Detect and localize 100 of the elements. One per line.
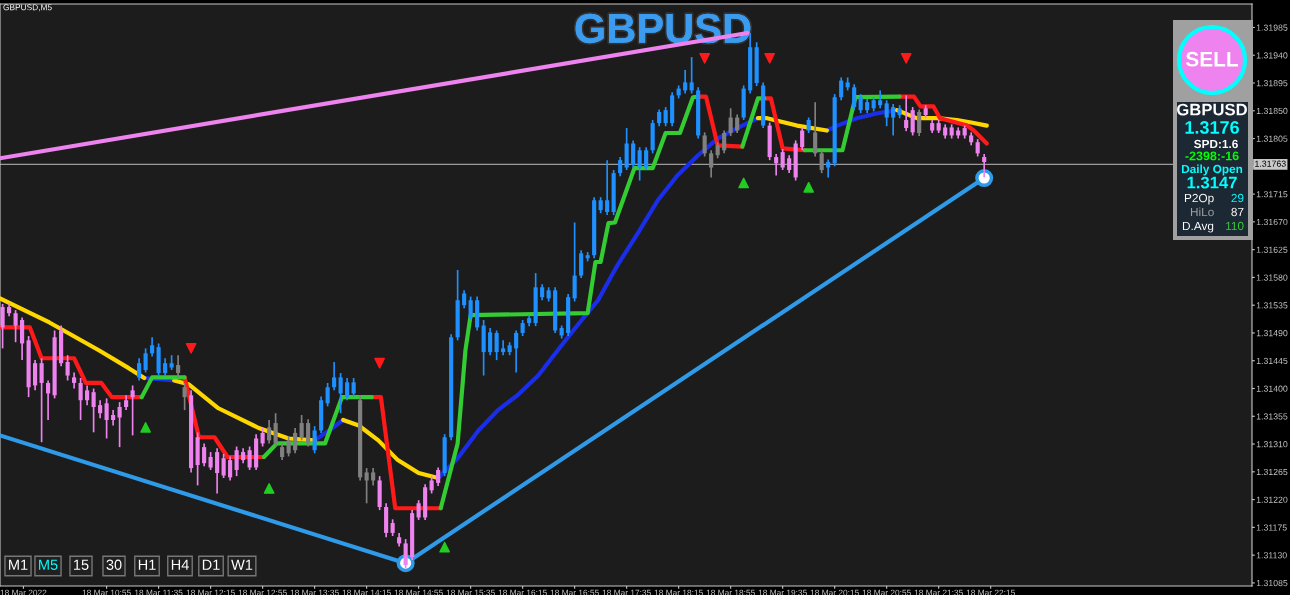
candlestick [345, 377, 350, 402]
candlestick [46, 379, 51, 421]
y-tick-label: 1.31175 [1256, 524, 1287, 531]
annotation: 15 [74, 559, 89, 570]
x-tick-label: 18 Mar 18:15 [654, 589, 703, 595]
candlestick [884, 99, 889, 128]
y-tick-label: 1.31085 [1256, 579, 1288, 587]
candlestick [819, 149, 824, 174]
y-tick-label: 1.31940 [1256, 52, 1288, 59]
x-tick-label: 18 Mar 16:15 [498, 589, 547, 595]
x-tick-label: 18 Mar 12:15 [186, 589, 235, 595]
x-tick-label: 18 Mar 2022 [0, 589, 47, 595]
candlestick [221, 453, 226, 479]
y-tick-label: 1.31220 [1256, 496, 1288, 503]
candlestick [637, 146, 642, 182]
annotation: M5 [39, 559, 58, 570]
candlestick [267, 419, 272, 445]
point [975, 169, 994, 188]
point [263, 483, 275, 494]
candlestick [143, 347, 148, 374]
candlestick [910, 106, 915, 137]
annotation: 1.3147 [1187, 176, 1237, 189]
x-tick-label: 18 Mar 17:35 [602, 589, 651, 595]
annotation: HiLo [1190, 207, 1214, 217]
x-tick-label: 18 Mar 10:55 [82, 589, 131, 595]
candlestick [273, 412, 278, 448]
annotation: D.Avg [1182, 221, 1214, 233]
candlestick [182, 382, 187, 411]
candlestick [904, 94, 909, 132]
candlestick [631, 139, 636, 170]
candlestick [683, 69, 688, 95]
y-tick-label: 1.31670 [1256, 218, 1288, 226]
candlestick [13, 309, 18, 344]
candlestick [468, 295, 473, 321]
candlestick [774, 153, 779, 177]
annotation: 30 [106, 559, 122, 570]
y-tick-label: 1.31130 [1256, 552, 1287, 559]
x-tick-label: 18 Mar 16:55 [550, 589, 599, 595]
x-tick-label: 18 Mar 14:55 [394, 589, 443, 595]
candlestick [403, 538, 408, 569]
annotation: P2Op [1184, 193, 1214, 205]
candlestick [312, 425, 317, 455]
candlestick [78, 377, 83, 421]
chart-title: GBPUSD [575, 13, 751, 44]
ref-line-label: 1.31763 [1255, 160, 1286, 167]
point [764, 52, 776, 64]
candlestick [579, 249, 584, 279]
x-tick-label: 18 Mar 15:35 [446, 589, 495, 595]
annotation: -2398:-16 [1185, 151, 1239, 161]
annotation: H1 [138, 559, 156, 570]
candlestick [104, 397, 109, 440]
candlestick [839, 76, 844, 102]
candlestick [917, 108, 922, 137]
y-tick-label: 1.31715 [1256, 191, 1288, 198]
candlestick [813, 101, 818, 158]
candlestick [735, 113, 740, 134]
y-tick-label: 1.31490 [1256, 330, 1288, 337]
y-tick-label: 1.31535 [1256, 302, 1288, 309]
candlestick [65, 354, 70, 382]
y-tick-label: 1.31400 [1256, 385, 1288, 392]
x-tick-label: 18 Mar 13:35 [290, 589, 339, 595]
candlestick [176, 354, 181, 379]
y-tick-label: 1.31805 [1256, 135, 1288, 142]
point [803, 181, 815, 193]
annotation: 1.3176 [1185, 121, 1239, 134]
candlestick [299, 414, 304, 442]
candlestick [150, 336, 155, 358]
candlestick [663, 106, 668, 128]
candlestick [234, 445, 239, 477]
annotation: SELL [1185, 51, 1238, 67]
candlestick [618, 156, 623, 178]
x-tick-label: 18 Mar 20:55 [862, 589, 911, 595]
candlestick [338, 372, 343, 415]
candlestick [494, 329, 499, 361]
candlestick [39, 357, 44, 444]
y-tick-label: 1.31985 [1256, 24, 1288, 31]
candlestick [0, 303, 5, 350]
candlestick [202, 442, 207, 468]
candlestick [247, 445, 252, 471]
point [374, 357, 385, 369]
candlestick [852, 83, 857, 111]
x-tick-label: 18 Mar 12:55 [238, 589, 287, 595]
candlestick [728, 107, 733, 137]
candlestick [488, 327, 493, 357]
candlestick [722, 129, 727, 155]
candlestick [325, 382, 330, 408]
candlestick [215, 447, 220, 495]
candlestick [332, 361, 337, 392]
annotation: 110 [1226, 221, 1244, 231]
candlestick [351, 377, 356, 398]
candlestick [137, 357, 142, 382]
candlestick [306, 418, 311, 448]
candlestick [260, 427, 265, 448]
y-tick-label: 1.31310 [1256, 441, 1288, 448]
annotation: M1 [9, 559, 28, 570]
annotation: H4 [171, 559, 189, 570]
x-tick-label: 18 Mar 11:35 [135, 589, 183, 595]
candlestick [20, 316, 25, 361]
y-tick-label: 1.31445 [1256, 357, 1288, 364]
candlestick [800, 126, 805, 152]
